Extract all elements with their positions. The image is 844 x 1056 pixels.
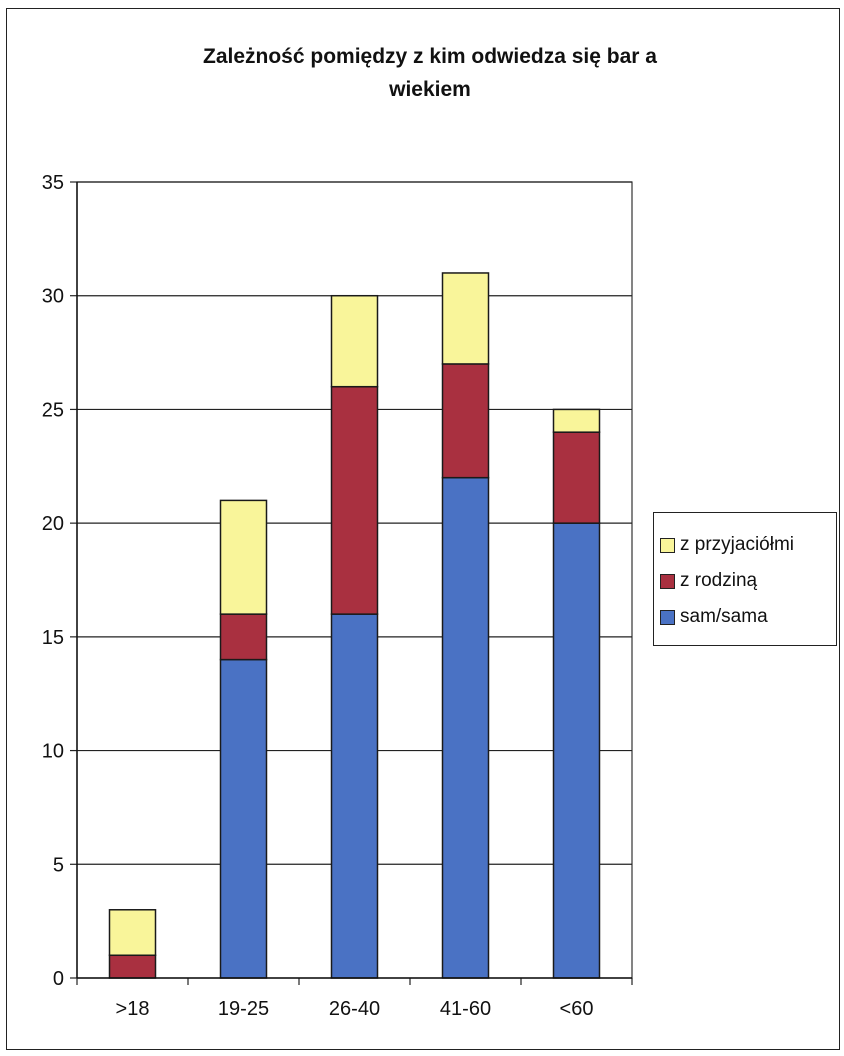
y-tick-label-25: 25 <box>42 399 64 421</box>
bar->18-z rodziną <box>108 954 157 979</box>
legend-swatch-z-rodzina <box>660 573 675 589</box>
x-tick-label-<60: <60 <box>560 998 594 1020</box>
y-tick-label-35: 35 <box>42 172 64 194</box>
x-tick-label-26-40: 26-40 <box>329 998 380 1020</box>
bar-41-60-z rodziną <box>441 363 490 479</box>
bar-<60-z przyjaciółmi <box>552 408 601 433</box>
y-tick-label-5: 5 <box>53 854 64 876</box>
bar-26-40-sam/sama <box>330 613 379 979</box>
legend-swatch-sam-sama <box>660 609 675 625</box>
axes <box>70 181 633 985</box>
x-tick-label-19-25: 19-25 <box>218 998 269 1020</box>
bar-41-60-z przyjaciółmi <box>441 272 490 365</box>
legend: z przyjaciółmi z rodziną sam/sama <box>653 512 837 646</box>
chart-title-line-2: wiekiem <box>389 78 471 101</box>
x-tick-label->18: >18 <box>116 998 150 1020</box>
x-tick-label-41-60: 41-60 <box>440 998 491 1020</box>
y-tick-label-30: 30 <box>42 286 64 308</box>
legend-item-sam-sama: sam/sama <box>660 599 836 635</box>
y-tick-label-10: 10 <box>42 741 64 763</box>
bar-19-25-z przyjaciółmi <box>219 499 268 615</box>
bar-26-40-z rodziną <box>330 385 379 615</box>
legend-label-sam-sama: sam/sama <box>680 606 768 627</box>
bar-26-40-z przyjaciółmi <box>330 294 379 388</box>
bar->18-z przyjaciółmi <box>108 909 157 957</box>
bar-41-60-sam/sama <box>441 476 490 979</box>
legend-swatch-z-przyjacio-lmi <box>660 537 675 553</box>
bars <box>108 272 601 979</box>
bar-19-25-sam/sama <box>219 658 268 979</box>
legend-item-z-przyjacio-lmi: z przyjaciółmi <box>660 527 836 563</box>
y-tick-label-15: 15 <box>42 627 64 649</box>
y-tick-label-20: 20 <box>42 513 64 535</box>
legend-item-z-rodzina: z rodziną <box>660 563 836 599</box>
legend-label-z-przyjacio-lmi: z przyjaciółmi <box>680 534 795 555</box>
tick-labels: 0 5 10 15 20 25 30 35 >18 19-25 26-40 41-60 <60 <box>42 172 594 1020</box>
chart-title: Zależność pomiędzy z kim odwiedza się ba… <box>60 40 800 106</box>
bar-<60-z rodziną <box>552 431 601 524</box>
bar-<60-sam/sama <box>552 522 601 979</box>
chart-title-line-1: Zależność pomiędzy z kim odwiedza się ba… <box>203 45 657 68</box>
y-tick-label-0: 0 <box>53 968 64 990</box>
bar-19-25-z rodziną <box>219 613 268 661</box>
legend-label-z-rodzina: z rodziną <box>680 570 758 591</box>
